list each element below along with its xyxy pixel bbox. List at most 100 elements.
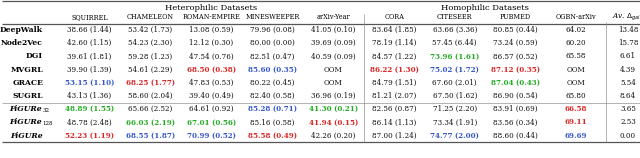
Text: 67.01 (0.56): 67.01 (0.56) xyxy=(187,118,236,126)
Text: 83.56 (0.34): 83.56 (0.34) xyxy=(493,118,538,126)
Text: FiGURe: FiGURe xyxy=(10,118,42,126)
Text: 39.90 (1.39): 39.90 (1.39) xyxy=(67,66,112,74)
Text: 80.22 (0.45): 80.22 (0.45) xyxy=(250,79,294,87)
Text: 87.00 (1.24): 87.00 (1.24) xyxy=(372,132,417,140)
Text: 68.55 (1.87): 68.55 (1.87) xyxy=(126,132,175,140)
Text: 54.23 (2.30): 54.23 (2.30) xyxy=(129,39,173,47)
Text: 73.24 (0.59): 73.24 (0.59) xyxy=(493,39,538,47)
Text: 48.78 (2.48): 48.78 (2.48) xyxy=(67,118,112,126)
Text: arXiv-Year: arXiv-Year xyxy=(317,13,350,21)
Text: 85.28 (0.71): 85.28 (0.71) xyxy=(248,105,297,113)
Text: 36.96 (0.19): 36.96 (0.19) xyxy=(311,92,356,100)
Text: 5.54: 5.54 xyxy=(620,79,636,87)
Text: 68.50 (0.38): 68.50 (0.38) xyxy=(187,66,236,74)
Text: CITESEER: CITESEER xyxy=(437,13,472,21)
Text: 64.02: 64.02 xyxy=(565,26,586,34)
Text: 41.05 (0.10): 41.05 (0.10) xyxy=(311,26,356,34)
Text: CORA: CORA xyxy=(384,13,404,21)
Text: 52.23 (1.19): 52.23 (1.19) xyxy=(65,132,114,140)
Text: 40.59 (0.09): 40.59 (0.09) xyxy=(311,52,356,60)
Text: 66.58: 66.58 xyxy=(564,105,587,113)
Text: 63.66 (3.36): 63.66 (3.36) xyxy=(433,26,477,34)
Text: 48.89 (1.55): 48.89 (1.55) xyxy=(65,105,114,113)
Text: 75.02 (1.72): 75.02 (1.72) xyxy=(430,66,479,74)
Text: 128: 128 xyxy=(42,121,53,126)
Text: OGBN-arXiv: OGBN-arXiv xyxy=(556,13,596,21)
Text: ROMAN-EMPIRE: ROMAN-EMPIRE xyxy=(182,13,241,21)
Text: 84.79 (1.51): 84.79 (1.51) xyxy=(372,79,417,87)
Text: 32: 32 xyxy=(42,108,49,113)
Text: 57.45 (6.44): 57.45 (6.44) xyxy=(433,39,477,47)
Text: 80.00 (0.00): 80.00 (0.00) xyxy=(250,39,295,47)
Text: 42.26 (0.20): 42.26 (0.20) xyxy=(311,132,356,140)
Text: 83.91 (0.69): 83.91 (0.69) xyxy=(493,105,538,113)
Text: CHAMELEON: CHAMELEON xyxy=(127,13,174,21)
Text: 73.96 (1.61): 73.96 (1.61) xyxy=(430,52,479,60)
Text: 41.94 (0.15): 41.94 (0.15) xyxy=(309,118,358,126)
Text: 66.03 (2.19): 66.03 (2.19) xyxy=(126,118,175,126)
Text: 6.61: 6.61 xyxy=(620,52,636,60)
Text: 4.39: 4.39 xyxy=(620,66,636,74)
Text: 87.12 (0.35): 87.12 (0.35) xyxy=(491,66,540,74)
Text: 73.34 (1.91): 73.34 (1.91) xyxy=(433,118,477,126)
Text: 86.57 (0.52): 86.57 (0.52) xyxy=(493,52,538,60)
Text: 80.85 (0.44): 80.85 (0.44) xyxy=(493,26,538,34)
Text: 53.15 (1.10): 53.15 (1.10) xyxy=(65,79,114,87)
Text: 85.58 (0.49): 85.58 (0.49) xyxy=(248,132,297,140)
Text: 88.60 (0.44): 88.60 (0.44) xyxy=(493,132,538,140)
Text: 43.13 (1.36): 43.13 (1.36) xyxy=(67,92,111,100)
Text: 39.61 (1.81): 39.61 (1.81) xyxy=(67,52,111,60)
Text: 12.12 (0.30): 12.12 (0.30) xyxy=(189,39,234,47)
Text: 82.40 (0.58): 82.40 (0.58) xyxy=(250,92,295,100)
Text: OOM: OOM xyxy=(324,79,343,87)
Text: 53.42 (1.73): 53.42 (1.73) xyxy=(129,26,173,34)
Text: DGI: DGI xyxy=(26,52,43,60)
Text: Node2Vec: Node2Vec xyxy=(1,39,43,47)
Text: MINESWEEPER: MINESWEEPER xyxy=(245,13,300,21)
Text: 86.14 (1.13): 86.14 (1.13) xyxy=(372,118,417,126)
Text: OOM: OOM xyxy=(566,79,585,87)
Text: 47.83 (0.53): 47.83 (0.53) xyxy=(189,79,234,87)
Text: 78.19 (1.14): 78.19 (1.14) xyxy=(372,39,417,47)
Text: 67.60 (2.01): 67.60 (2.01) xyxy=(433,79,477,87)
Text: 13.48: 13.48 xyxy=(618,26,638,34)
Text: 67.50 (1.62): 67.50 (1.62) xyxy=(433,92,477,100)
Text: 3.65: 3.65 xyxy=(620,105,636,113)
Text: 70.99 (0.52): 70.99 (0.52) xyxy=(187,132,236,140)
Text: 84.57 (1.22): 84.57 (1.22) xyxy=(372,52,417,60)
Text: 79.96 (0.08): 79.96 (0.08) xyxy=(250,26,295,34)
Text: MVGRL: MVGRL xyxy=(10,66,43,74)
Text: 54.61 (2.29): 54.61 (2.29) xyxy=(129,66,173,74)
Text: 81.21 (2.07): 81.21 (2.07) xyxy=(372,92,417,100)
Text: 41.30 (0.21): 41.30 (0.21) xyxy=(309,105,358,113)
Text: OOM: OOM xyxy=(566,66,585,74)
Text: 42.60 (1.15): 42.60 (1.15) xyxy=(67,39,111,47)
Text: 15.78: 15.78 xyxy=(618,39,638,47)
Text: 69.11: 69.11 xyxy=(564,118,587,126)
Text: 82.56 (0.87): 82.56 (0.87) xyxy=(372,105,417,113)
Text: 69.69: 69.69 xyxy=(564,132,587,140)
Text: SUGRL: SUGRL xyxy=(13,92,43,100)
Text: 8.64: 8.64 xyxy=(620,92,636,100)
Text: 2.53: 2.53 xyxy=(620,118,636,126)
Text: 68.25 (1.77): 68.25 (1.77) xyxy=(126,79,175,87)
Text: 85.16 (0.58): 85.16 (0.58) xyxy=(250,118,294,126)
Text: GRACE: GRACE xyxy=(12,79,43,87)
Text: 39.69 (0.09): 39.69 (0.09) xyxy=(311,39,356,47)
Text: 60.20: 60.20 xyxy=(565,39,586,47)
Text: 13.08 (0.59): 13.08 (0.59) xyxy=(189,26,234,34)
Text: 47.54 (0.76): 47.54 (0.76) xyxy=(189,52,234,60)
Text: 86.22 (1.30): 86.22 (1.30) xyxy=(370,66,419,74)
Text: PUBMED: PUBMED xyxy=(500,13,531,21)
Text: SQUIRREL: SQUIRREL xyxy=(71,13,108,21)
Text: 58.60 (2.04): 58.60 (2.04) xyxy=(128,92,173,100)
Text: 59.28 (1.23): 59.28 (1.23) xyxy=(129,52,173,60)
Text: OOM: OOM xyxy=(324,66,343,74)
Text: 82.51 (0.47): 82.51 (0.47) xyxy=(250,52,294,60)
Text: 83.64 (1.85): 83.64 (1.85) xyxy=(372,26,417,34)
Text: FiGURe: FiGURe xyxy=(10,105,42,113)
Text: FiGURe: FiGURe xyxy=(10,132,43,140)
Text: 0.00: 0.00 xyxy=(620,132,636,140)
Text: 39.40 (0.49): 39.40 (0.49) xyxy=(189,92,234,100)
Text: 38.66 (1.44): 38.66 (1.44) xyxy=(67,26,112,34)
